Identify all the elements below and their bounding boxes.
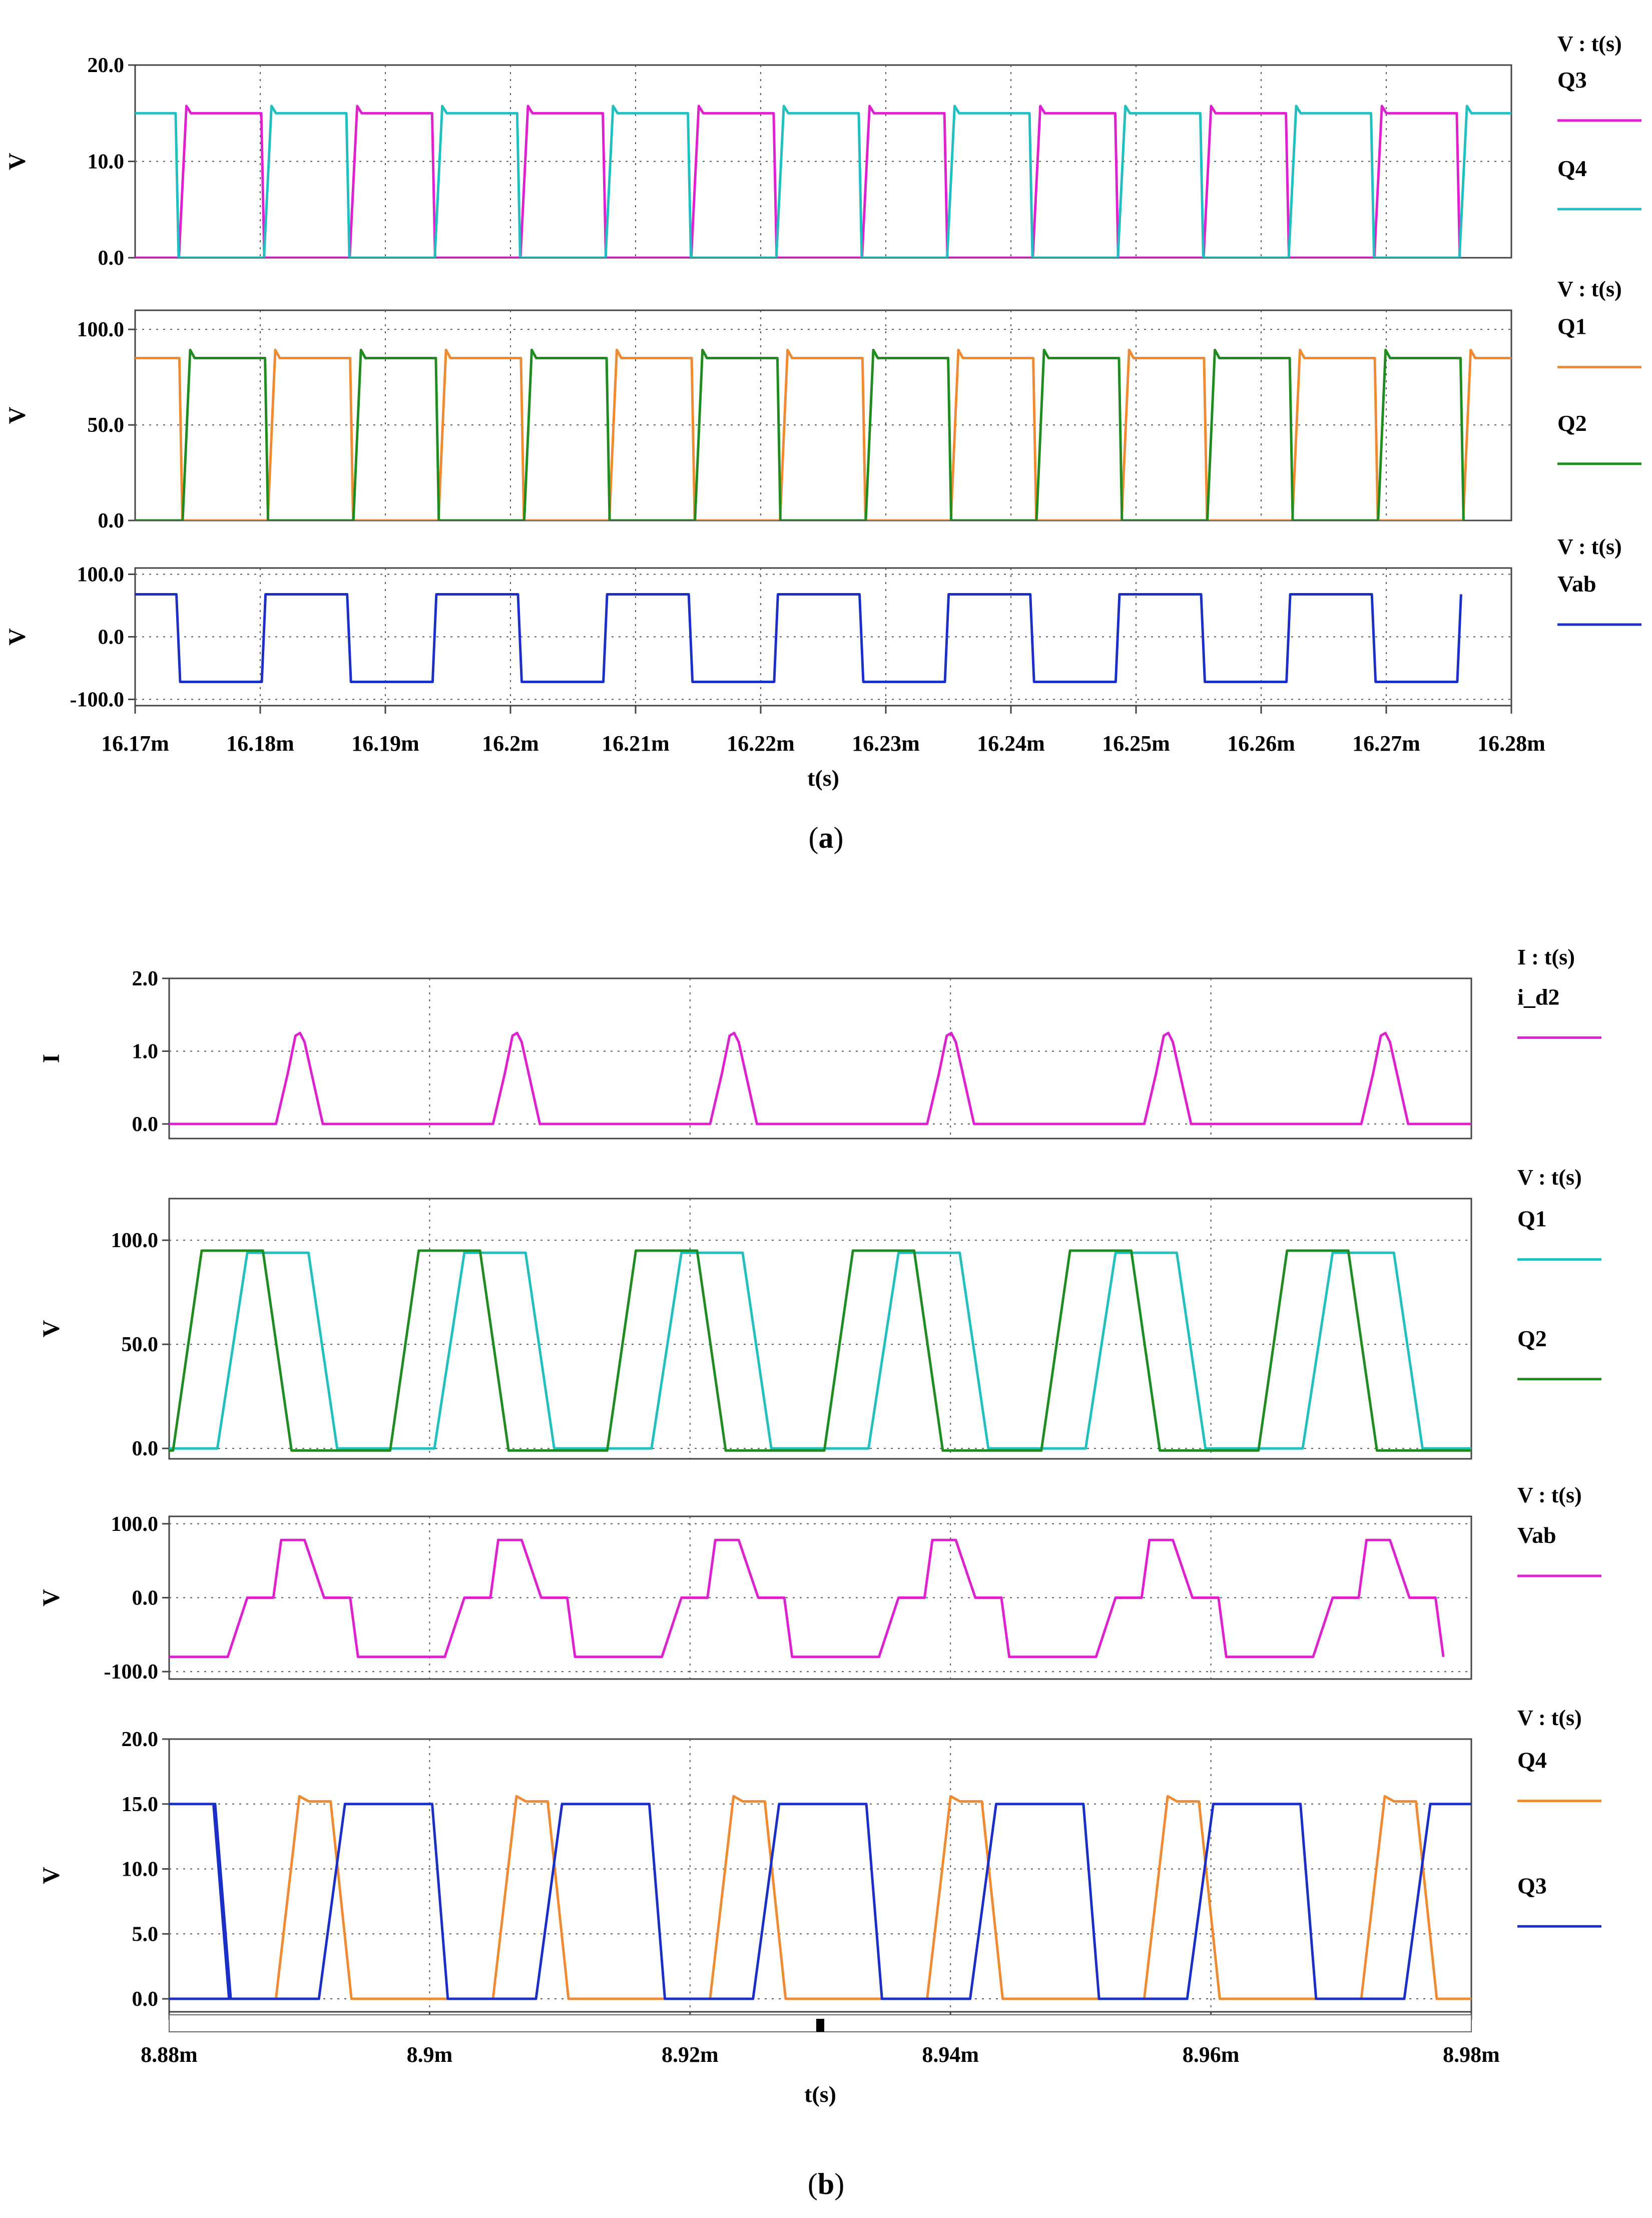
x-tick-label: 16.27m: [1352, 731, 1420, 756]
scrollbar-thumb: [816, 2019, 824, 2032]
y-axis-label: V: [38, 1320, 65, 1337]
y-tick-label: 2.0: [132, 967, 159, 990]
y-tick-label: 20.0: [88, 54, 125, 77]
series-line-q2: [169, 1249, 1471, 1452]
x-tick-label: 8.92m: [662, 2042, 719, 2067]
y-tick-label: 10.0: [122, 1858, 159, 1881]
y-tick-label: 20.0: [122, 1728, 159, 1751]
x-tick-label: 16.26m: [1227, 731, 1295, 756]
y-tick-label: 15.0: [122, 1793, 159, 1816]
legend-label: Q4: [1557, 156, 1587, 181]
plot-frame: [168, 1738, 1472, 2013]
y-tick-label: 100.0: [77, 564, 125, 587]
y-axis-label: V: [4, 406, 31, 424]
y-tick-label: 50.0: [88, 414, 125, 437]
panel-b-2: 100.0 50.0 0.0 V V : t(s) Q1 Q2: [38, 1165, 1601, 1460]
plot-frame: [168, 1198, 1472, 1460]
y-tick-label: 0.0: [132, 1437, 159, 1460]
series-line-vab: [135, 593, 1462, 683]
y-tick-label: 10.0: [88, 151, 125, 174]
panel-title: V : t(s): [1517, 1483, 1582, 1507]
legend-label: Q2: [1517, 1326, 1547, 1351]
plot-frame: [134, 309, 1512, 521]
legend-label: i_d2: [1517, 984, 1559, 1009]
x-tick-label: 16.21m: [602, 731, 670, 756]
x-tick-label: 16.25m: [1102, 731, 1170, 756]
x-tick-label: 8.98m: [1443, 2042, 1500, 2067]
panel-a-2: 100.0 50.0 0.0 V V : t(s) Q1 Q2: [4, 277, 1641, 532]
x-tick-label: 16.2m: [482, 731, 539, 756]
y-tick-label: 0.0: [98, 626, 125, 649]
y-tick-label: 50.0: [122, 1333, 159, 1356]
caption-a: (a): [808, 821, 844, 854]
x-axis-b: 8.88m 8.9m 8.92m 8.94m 8.96m 8.98m t(s): [141, 2012, 1500, 2107]
y-tick-label: 5.0: [132, 1923, 159, 1946]
legend-label: Vab: [1517, 1522, 1556, 1548]
x-axis-a: 16.17m 16.18m 16.19m 16.2m 16.21m 16.22m 16.23…: [101, 706, 1545, 791]
y-tick-label: 0.0: [132, 1113, 159, 1136]
x-tick-label: 16.17m: [101, 731, 169, 756]
panel-title: V : t(s): [1557, 277, 1622, 301]
y-axis-label: V: [38, 1589, 65, 1606]
panel-title: V : t(s): [1557, 32, 1622, 56]
series-line-i-d2: [169, 1031, 1471, 1126]
x-tick-label: 16.22m: [727, 731, 795, 756]
y-axis-label: V: [38, 1867, 65, 1884]
panel-title: V : t(s): [1557, 534, 1622, 559]
legend-label: Q1: [1517, 1206, 1547, 1232]
y-tick-label: 100.0: [111, 1229, 159, 1252]
y-tick-label: 1.0: [132, 1040, 159, 1063]
x-tick-label: 16.24m: [977, 731, 1045, 756]
y-tick-label: 0.0: [98, 509, 125, 532]
panel-title: V : t(s): [1517, 1165, 1582, 1190]
x-tick-label: 16.19m: [351, 731, 419, 756]
panel-a-3: 100.0 0.0 -100.0 V V : t(s) Vab: [4, 534, 1641, 712]
series-line-q3: [169, 1803, 1471, 2000]
y-axis-label: V: [4, 628, 31, 646]
legend-label: Vab: [1557, 571, 1596, 597]
series-line-vab: [169, 1538, 1445, 1658]
y-axis-label: V: [4, 153, 31, 170]
series-line-q2: [135, 348, 1465, 520]
series-line-q1: [135, 348, 1511, 520]
legend-label: Q1: [1557, 314, 1587, 339]
series-line-q4: [135, 105, 1511, 258]
panel-b-4: 20.0 15.0 10.0 5.0 0.0 V V : t(s) Q4 Q3: [38, 1706, 1601, 2013]
x-tick-label: 8.96m: [1183, 2042, 1240, 2067]
panel-title: V : t(s): [1517, 1706, 1582, 1730]
x-tick-label: 8.9m: [407, 2042, 453, 2067]
y-tick-label: 0.0: [98, 247, 125, 270]
series-line-q3: [135, 105, 1461, 258]
y-tick-label: -100.0: [70, 689, 125, 712]
y-tick-label: 100.0: [111, 1513, 159, 1536]
plot-frame: [168, 977, 1472, 1140]
caption-b: (b): [807, 2167, 845, 2200]
y-tick-label: 100.0: [77, 318, 125, 341]
y-tick-label: 0.0: [132, 1988, 159, 2011]
legend-label: Q4: [1517, 1748, 1547, 1773]
legend-label: Q3: [1557, 67, 1587, 93]
x-tick-label: 8.94m: [922, 2042, 979, 2067]
x-tick-label: 16.18m: [226, 731, 294, 756]
x-tick-label: 16.28m: [1477, 731, 1545, 756]
panel-title: I : t(s): [1517, 945, 1575, 969]
panel-a-1: 20.0 10.0 0.0 V V : t(s) Q3 Q4: [4, 32, 1641, 270]
x-tick-label: 16.23m: [852, 731, 920, 756]
x-axis-title: t(s): [804, 2081, 836, 2107]
plot-frame: [168, 1515, 1472, 1680]
panel-b-3: 100.0 0.0 -100.0 V V : t(s) Vab: [38, 1483, 1601, 1684]
y-tick-label: -100.0: [104, 1660, 159, 1684]
panel-b-1: 2.0 1.0 0.0 I I : t(s) i_d2: [38, 945, 1601, 1140]
x-axis-title: t(s): [807, 765, 839, 791]
legend-label: Q2: [1557, 410, 1587, 436]
legend-label: Q3: [1517, 1873, 1547, 1898]
series-line-q1: [169, 1251, 1471, 1450]
y-axis-label: I: [38, 1054, 65, 1063]
y-tick-label: 0.0: [132, 1587, 159, 1610]
x-tick-label: 8.88m: [141, 2042, 198, 2067]
